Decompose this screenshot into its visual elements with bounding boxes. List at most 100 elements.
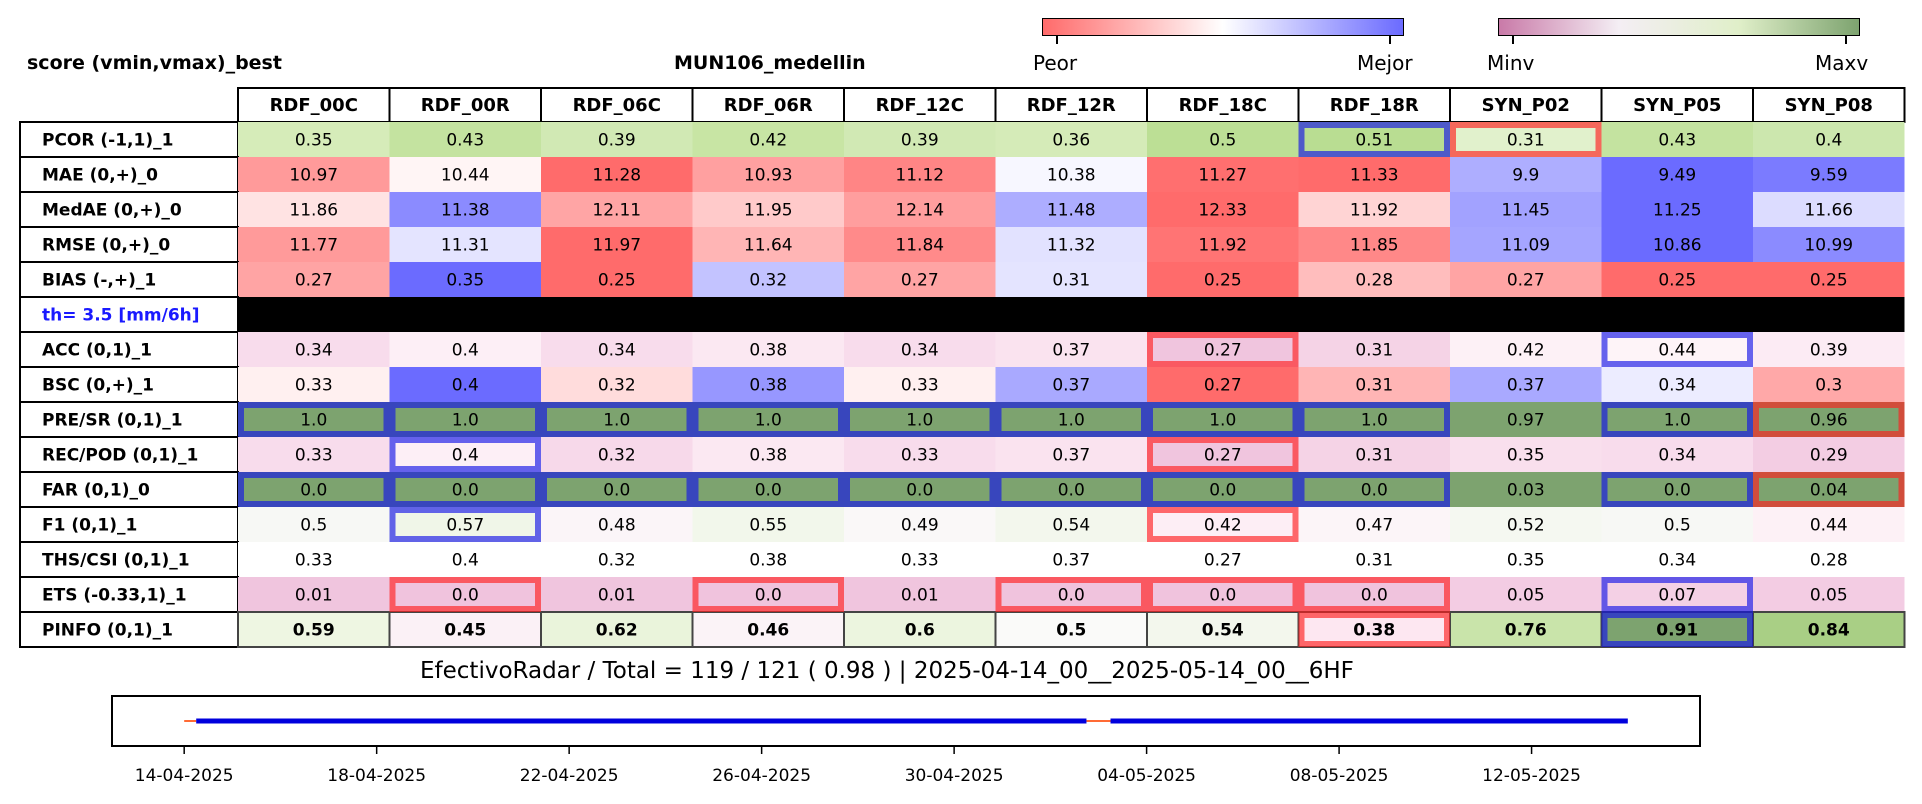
table-cell: [844, 507, 996, 542]
cell-value: 0.0: [452, 481, 479, 501]
colorbar-right-label: Mejor: [1357, 51, 1413, 75]
table-cell: [238, 367, 390, 402]
table-cell: [541, 157, 693, 192]
cell-value: 0.0: [1058, 586, 1085, 606]
cell-value: 0.27: [1204, 446, 1242, 466]
cell-value: 0.42: [1204, 516, 1242, 536]
cell-value: 0.54: [1052, 516, 1090, 536]
table-cell: [541, 227, 693, 262]
worst-highlight-outline: [1298, 577, 1450, 612]
best-highlight-outline: [1601, 332, 1753, 367]
cell-value: 0.0: [1209, 481, 1236, 501]
row-label-cell: [19, 611, 239, 648]
cell-value: 0.4: [452, 341, 479, 361]
cell-value: 0.46: [747, 621, 789, 641]
cell-value: 0.5: [1664, 516, 1691, 536]
table-cell: [1601, 192, 1753, 227]
best-highlight-outline: [1601, 577, 1753, 612]
cell-value: 0.4: [452, 376, 479, 396]
cell-value: 0.03: [1507, 481, 1545, 501]
best-highlight-outline: [389, 472, 541, 507]
cell-value: 0.31: [1355, 341, 1393, 361]
timeline-tick-label: 26-04-2025: [712, 766, 811, 786]
cell-value: 1.0: [1058, 411, 1085, 431]
cell-value: 0.47: [1355, 516, 1393, 536]
column-header-label: RDF_12R: [1027, 95, 1116, 116]
cell-value: 0.57: [446, 516, 484, 536]
cell-value: 0.25: [1204, 271, 1242, 291]
cell-value: 0.48: [598, 516, 636, 536]
table-cell: [692, 507, 844, 542]
cell-value: 0.0: [755, 481, 782, 501]
cell-value: 0.5: [1056, 621, 1086, 641]
cell-value: 11.32: [1047, 236, 1096, 256]
column-header-label: SYN_P08: [1785, 95, 1873, 116]
table-cell: [995, 122, 1147, 157]
cell-value: 0.01: [901, 586, 939, 606]
row-label: PCOR (-1,1)_1: [42, 131, 173, 151]
table-cell: [995, 227, 1147, 262]
table-cell: [1450, 577, 1602, 612]
cell-value: 0.52: [1507, 516, 1545, 536]
cell-value: 0.0: [1361, 586, 1388, 606]
cell-value: 0.0: [906, 481, 933, 501]
column-header-label: RDF_18R: [1330, 95, 1419, 116]
cell-value: 0.34: [295, 341, 333, 361]
cell-value: 0.38: [749, 376, 787, 396]
table-cell: [1298, 542, 1450, 577]
table-cell: [1753, 332, 1905, 367]
best-highlight-outline: [995, 472, 1147, 507]
table-cell: [1601, 507, 1753, 542]
best-highlight-outline: [1298, 472, 1450, 507]
table-cell: [1450, 437, 1602, 472]
table-cell: [541, 192, 693, 227]
colorbar2-left-label: Minv: [1487, 51, 1535, 75]
cell-value: 0.31: [1355, 376, 1393, 396]
table-cell: [1753, 577, 1905, 612]
cell-value: 10.38: [1047, 166, 1096, 186]
cell-value: 11.33: [1350, 166, 1399, 186]
cell-value: 11.28: [592, 166, 641, 186]
cell-value: 0.34: [1658, 551, 1696, 571]
table-cell: [1753, 542, 1905, 577]
table-cell: [238, 577, 390, 612]
cell-value: 0.33: [295, 376, 333, 396]
table-cell: [691, 611, 845, 648]
timeline-tick-label: 22-04-2025: [520, 766, 619, 786]
cell-value: 10.99: [1804, 236, 1853, 256]
table-cell: [1450, 332, 1602, 367]
cell-value: 0.91: [1656, 621, 1698, 641]
cell-value: 0.27: [1204, 376, 1242, 396]
row-label: THS/CSI (0,1)_1: [42, 551, 190, 571]
table-cell: [389, 227, 541, 262]
cell-value: 11.77: [289, 236, 338, 256]
cell-value: 9.49: [1658, 166, 1696, 186]
cell-value: 0.27: [1507, 271, 1545, 291]
row-label-cell: [19, 331, 239, 368]
cell-value: 1.0: [1209, 411, 1236, 431]
table-cell: [1450, 402, 1602, 437]
timeline-tick-label: 14-04-2025: [135, 766, 234, 786]
cell-value: 0.84: [1808, 621, 1850, 641]
cell-value: 12.11: [592, 201, 641, 221]
table-cell: [1147, 122, 1299, 157]
table-cell: [1146, 611, 1300, 648]
table-cell: [1147, 542, 1299, 577]
colorbar-left-label: Peor: [1033, 51, 1078, 75]
timeline-tick-label: 08-05-2025: [1290, 766, 1389, 786]
colorbar-gradient-1: [1042, 18, 1404, 36]
row-label: MedAE (0,+)_0: [42, 201, 182, 221]
cell-value: 0.38: [749, 551, 787, 571]
cell-value: 0.97: [1507, 411, 1545, 431]
table-cell: [389, 262, 541, 297]
column-header-cell: [1449, 87, 1603, 123]
column-header-label: RDF_12C: [876, 95, 964, 116]
table-cell: [389, 332, 541, 367]
cell-value: 0.0: [1209, 586, 1236, 606]
cell-value: 0.33: [901, 551, 939, 571]
cell-value: 0.34: [1658, 446, 1696, 466]
table-cell: [692, 157, 844, 192]
cell-value: 11.97: [592, 236, 641, 256]
table-cell: [238, 122, 390, 157]
column-header-cell: [1600, 87, 1754, 123]
